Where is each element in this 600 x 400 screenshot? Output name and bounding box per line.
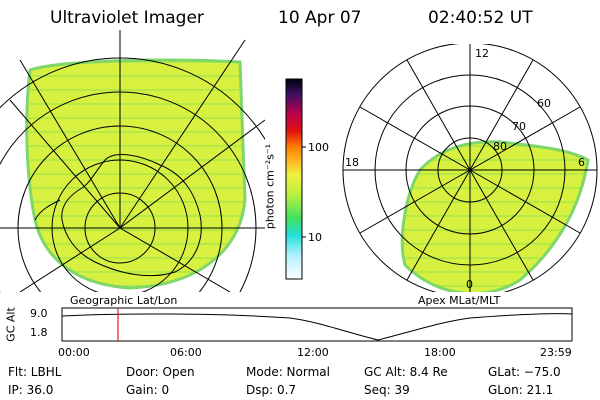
colorbar-tick-10: 10 bbox=[308, 231, 322, 244]
info-glon: GLon: 21.1 bbox=[488, 383, 554, 397]
observation-time: 02:40:52 UT bbox=[428, 8, 533, 28]
uv-image-geographic bbox=[25, 58, 247, 290]
info-dsp: Dsp: 0.7 bbox=[246, 383, 297, 397]
mlat-label-70: 70 bbox=[512, 120, 526, 133]
orbit-altitude-timeline bbox=[61, 307, 573, 342]
mlt-label-6: 6 bbox=[578, 156, 585, 169]
timeline-ytick-high: 9.0 bbox=[30, 307, 48, 320]
coastline bbox=[34, 154, 202, 277]
timeline-ylabel: GC Alt bbox=[4, 307, 18, 342]
mlat-label-80: 80 bbox=[493, 140, 507, 153]
geographic-panel-label: Geographic Lat/Lon bbox=[70, 294, 178, 307]
timeline-xtick-0: 00:00 bbox=[58, 346, 90, 359]
timeline-xtick-2: 12:00 bbox=[297, 346, 329, 359]
app-title: Ultraviolet Imager bbox=[50, 8, 204, 28]
observation-date: 10 Apr 07 bbox=[278, 8, 362, 28]
apex-polar-panel bbox=[342, 44, 598, 292]
colorbar-unit-label: photon cm⁻²s⁻¹ bbox=[263, 143, 277, 230]
info-glat: GLat: −75.0 bbox=[488, 365, 561, 379]
timeline-xtick-1: 06:00 bbox=[170, 346, 202, 359]
info-gain: Gain: 0 bbox=[126, 383, 170, 397]
mlat-label-60: 60 bbox=[537, 97, 551, 110]
altitude-curve bbox=[61, 313, 573, 341]
colorbar bbox=[285, 78, 306, 280]
colorbar-scale bbox=[285, 78, 303, 280]
uv-image-apex bbox=[400, 140, 590, 292]
timeline-ytick-low: 1.8 bbox=[30, 326, 48, 339]
mlt-label-0: 0 bbox=[466, 278, 473, 291]
info-door: Door: Open bbox=[126, 365, 195, 379]
colorbar-tick-100: 100 bbox=[308, 141, 329, 154]
info-seq: Seq: 39 bbox=[364, 383, 410, 397]
apex-panel-label: Apex MLat/MLT bbox=[418, 294, 501, 307]
timeline-xtick-3: 18:00 bbox=[424, 346, 456, 359]
info-ip: IP: 36.0 bbox=[8, 383, 54, 397]
mlt-label-12: 12 bbox=[475, 47, 489, 60]
timeline-xtick-4: 23:59 bbox=[540, 346, 572, 359]
mlt-label-18: 18 bbox=[345, 156, 359, 169]
info-filter: Flt: LBHL bbox=[8, 365, 62, 379]
geographic-image-panel bbox=[0, 30, 265, 292]
info-mode: Mode: Normal bbox=[246, 365, 330, 379]
info-gc-alt: GC Alt: 8.4 Re bbox=[364, 365, 448, 379]
